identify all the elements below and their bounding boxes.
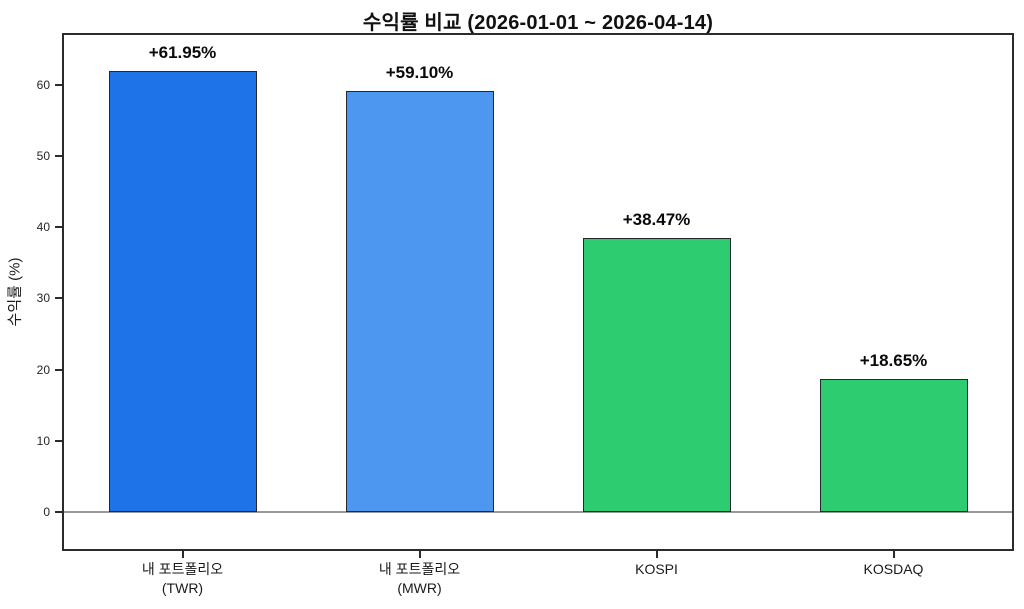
bar-2 [582,238,731,512]
y-tick-mark [55,439,62,442]
y-tick-mark [55,297,62,300]
y-tick-mark [55,226,62,229]
y-tick-mark [55,155,62,158]
x-tick-mark [892,551,895,558]
y-tick-label: 30 [36,291,50,306]
y-tick-label: 50 [36,149,50,164]
bar-1 [345,91,494,512]
y-tick-label: 20 [36,362,50,377]
bar-0 [108,70,257,512]
x-tick-label-2: KOSPI [635,561,678,577]
plot-inner: +61.95% +59.10% +38.47% +18.65% [64,35,1012,549]
plot-area: +61.95% +59.10% +38.47% +18.65% [62,33,1014,551]
chart-title: 수익률 비교 (2026-01-01 ~ 2026-04-14) [362,12,714,34]
bar-value-label-1: +59.10% [385,63,454,83]
bar-3 [819,379,968,512]
x-tick-label-0: 내 포트폴리오 (TWR) [141,561,224,596]
bar-value-label-0: +61.95% [148,42,217,62]
y-tick-mark [55,368,62,371]
y-tick-label: 60 [36,77,50,92]
bar-value-label-2: +38.47% [622,210,691,230]
bar-value-label-3: +18.65% [859,351,928,371]
y-tick-label: 40 [36,220,50,235]
y-tick-mark [55,83,62,86]
y-tick-label: 0 [43,504,50,519]
y-tick-mark [55,510,62,513]
x-tick-label-1: 내 포트폴리오 (MWR) [378,561,461,596]
y-tick-label: 10 [36,433,50,448]
zero-line [64,510,1012,513]
x-tick-mark [418,551,421,558]
x-tick-mark [181,551,184,558]
x-tick-mark [655,551,658,558]
x-tick-label-3: KOSDAQ [863,561,924,577]
